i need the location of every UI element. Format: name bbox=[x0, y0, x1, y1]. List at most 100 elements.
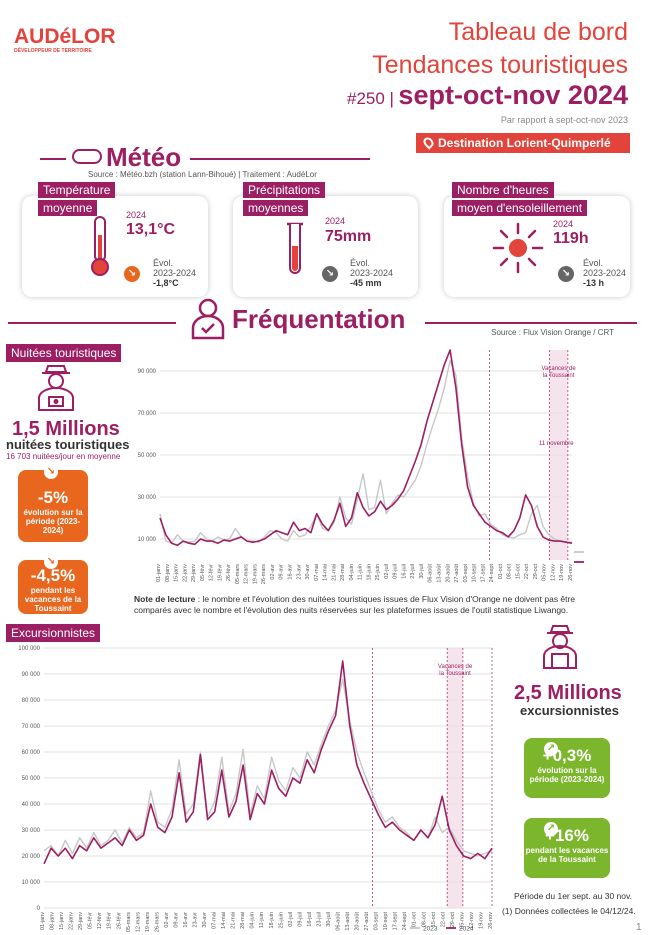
toussaint-label: Vacances de la Toussaint bbox=[541, 366, 576, 379]
evo-label: Évol. bbox=[583, 258, 604, 268]
y-tick-label: 50 000 bbox=[138, 453, 157, 459]
x-tick-label: 22-janv bbox=[69, 912, 75, 930]
evo-period: 2023-2024 bbox=[350, 268, 394, 278]
reading-note: Note de lecture : le nombre et l'évoluti… bbox=[134, 594, 604, 616]
x-tick-label: 30-juil bbox=[326, 912, 332, 927]
precipitation-evolution: Évol. 2023-2024 -45 mm bbox=[350, 258, 393, 288]
toussaint-shade bbox=[447, 648, 463, 908]
trend-down-arrow-icon: ↘ bbox=[44, 465, 58, 479]
x-tick-label: 01-oct bbox=[412, 912, 418, 928]
x-tick-label: 17-sept bbox=[480, 564, 486, 583]
x-tick-label: 19-nov bbox=[559, 564, 565, 581]
destination-badge: Destination Lorient-Quimperlé bbox=[416, 133, 630, 153]
title-line1: Tableau de bord bbox=[448, 18, 628, 46]
x-tick-label: 28-mai bbox=[340, 564, 346, 581]
x-tick-label: 19-févr bbox=[217, 564, 223, 581]
x-tick-label: 15-janv bbox=[59, 912, 65, 930]
y-tick-label: 0 bbox=[37, 906, 41, 912]
period-note: Période du 1er sept. au 30 nov. bbox=[514, 891, 632, 901]
evo-value: -1,8°C bbox=[153, 278, 179, 288]
x-tick-label: 04-juin bbox=[250, 912, 256, 929]
y-tick-label: 90 000 bbox=[22, 672, 41, 678]
precipitation-value: 75mm bbox=[325, 228, 372, 245]
page-number: 1 bbox=[636, 922, 642, 933]
x-tick-label: 26-nov bbox=[488, 912, 494, 929]
x-tick-label: 08-janv bbox=[50, 912, 56, 930]
sun-icon bbox=[492, 222, 544, 274]
toussaint-shade bbox=[549, 350, 568, 560]
x-tick-label: 24-sept bbox=[402, 912, 408, 931]
badge-value: +0,3% bbox=[542, 746, 592, 765]
x-tick-label: 16-juil bbox=[401, 564, 407, 579]
title-line2: Tendances touristiques bbox=[372, 51, 628, 79]
badge-value: -5% bbox=[37, 488, 69, 507]
period: sept-oct-nov 2024 bbox=[398, 80, 628, 110]
x-tick-label: 12-mars bbox=[135, 912, 141, 932]
x-tick-label: 15-oct bbox=[515, 564, 521, 580]
x-tick-label: 20-août bbox=[355, 912, 361, 931]
x-tick-label: 08-janv bbox=[165, 564, 171, 582]
nuitees-chart: 10 000 30 000 50 000 70 000 90 000 Vacances d… bbox=[138, 349, 584, 584]
x-tick-label: 19-févr bbox=[107, 912, 113, 929]
x-tick-label: 07-mai bbox=[212, 912, 218, 929]
nuitees-toussaint-badge: -4,5% pendant les vacances de la Toussai… bbox=[18, 560, 88, 614]
x-tick-label: 06-août bbox=[335, 912, 341, 931]
meteo-rule-left bbox=[40, 158, 66, 160]
evo-value: -13 h bbox=[583, 278, 605, 288]
badge-text: pendant les vacances de la Toussaint bbox=[24, 586, 82, 613]
x-tick-label: 02-avr bbox=[164, 912, 170, 928]
x-tick-label: 21-mai bbox=[231, 912, 237, 929]
x-tick-label: 22-oct bbox=[440, 912, 446, 928]
temperature-label-1: Température bbox=[38, 182, 116, 198]
nuitees-evolution-badge: -5% évolution sur la période (2023-2024) bbox=[18, 470, 88, 542]
sunshine-label-1: Nombre d'heures bbox=[452, 182, 554, 198]
logo-wordmark: AUDéLOR bbox=[14, 25, 116, 48]
x-tick-label: 10-sept bbox=[383, 912, 389, 931]
y-tick-label: 90 000 bbox=[138, 369, 157, 375]
sunshine-label-2: moyen d'ensoleillement bbox=[452, 200, 588, 216]
legend-label-2023: 2023 bbox=[423, 926, 438, 933]
thermometer-icon bbox=[91, 216, 109, 276]
y-tick-label: 40 000 bbox=[22, 802, 41, 808]
excursionnistes-total-label: excursionnistes bbox=[520, 703, 619, 718]
x-tick-label: 22-janv bbox=[182, 564, 188, 582]
x-tick-label: 17-sept bbox=[393, 912, 399, 931]
precipitation-label-1: Précipitations bbox=[243, 182, 326, 198]
x-tick-label: 02-avr bbox=[270, 564, 276, 580]
x-tick-label: 24-sept bbox=[489, 564, 495, 583]
test-tube-icon bbox=[287, 222, 303, 274]
x-tick-label: 10-sept bbox=[472, 564, 478, 583]
badge-text: évolution sur la période (2023-2024) bbox=[23, 508, 83, 535]
excursionnistes-total: 2,5 Millions bbox=[514, 682, 622, 704]
x-tick-label: 14-mai bbox=[221, 912, 227, 929]
trend-up-arrow-icon: ↗ bbox=[544, 742, 558, 756]
x-tick-label: 30-juil bbox=[419, 564, 425, 579]
y-tick-label: 100 000 bbox=[18, 646, 40, 652]
x-tick-label: 08-oct bbox=[421, 912, 427, 928]
evo-label: Évol. bbox=[350, 258, 371, 268]
nuitees-total: 1,5 Millions bbox=[12, 418, 120, 440]
x-tick-label: 12-nov bbox=[550, 564, 556, 581]
x-tick-label: 30-avr bbox=[305, 564, 311, 580]
sunshine-year: 2024 bbox=[553, 219, 574, 229]
x-tick-label: 01-janv bbox=[156, 564, 162, 582]
temperature-year: 2024 bbox=[126, 210, 147, 220]
title-period-line: #250 | sept-oct-nov 2024 bbox=[347, 80, 628, 111]
freq-rule-left bbox=[8, 322, 176, 324]
november-11-label: 11 novembre bbox=[539, 441, 574, 447]
x-tick-label: 20-août bbox=[445, 564, 451, 583]
nuitees-tag: Nuitées touristiques bbox=[6, 344, 122, 362]
issue-number: #250 | bbox=[347, 89, 394, 108]
evo-period: 2023-2024 bbox=[583, 268, 627, 278]
x-tick-label: 18-juin bbox=[269, 912, 275, 929]
precipitation-label-2: moyennes bbox=[243, 200, 309, 216]
temperature-label-2: moyenne bbox=[38, 200, 98, 216]
x-tick-label: 01-janv bbox=[40, 912, 46, 930]
comparison-note: Par rapport à sept-oct-nov 2023 bbox=[500, 115, 628, 125]
badge-text: évolution sur la période (2023-2024) bbox=[529, 766, 605, 784]
badge-value: +16% bbox=[545, 826, 589, 845]
sunshine-value: 119h bbox=[553, 230, 589, 247]
x-tick-label: 16-avr bbox=[183, 912, 189, 928]
x-tick-label: 03-sept bbox=[374, 912, 380, 931]
badge-text: pendant les vacances de la Toussaint bbox=[525, 846, 609, 864]
